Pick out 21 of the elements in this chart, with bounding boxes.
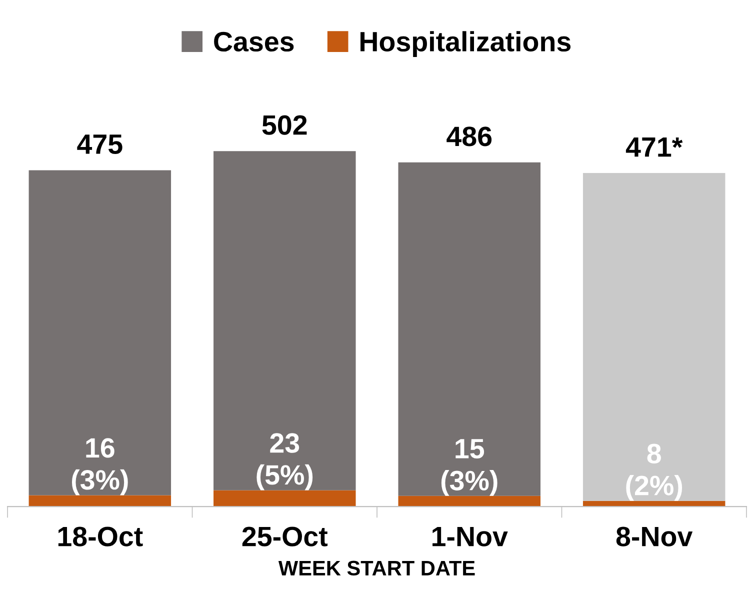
bar [398, 496, 540, 507]
bar [28, 495, 172, 507]
total-label: 475 [77, 134, 122, 154]
legend-label: Hospitalizations [360, 31, 571, 58]
total-label: 502 [262, 115, 307, 135]
x-axis-title: WEEK START DATE [278, 560, 475, 576]
x-tick-label: 25-Oct [242, 526, 328, 546]
data-label: 23 (5%) [256, 433, 313, 490]
bar [214, 151, 356, 490]
data-label: 15 (3%) [441, 439, 498, 496]
x-tick-label: 1-Nov [432, 527, 508, 546]
bar [214, 490, 356, 507]
bar [398, 162, 540, 496]
bar [28, 170, 172, 496]
x-tick-label: 18-Oct [58, 526, 143, 546]
total-label: 471* [626, 137, 683, 157]
data-label: 16 (3%) [72, 438, 128, 496]
bar [582, 173, 726, 501]
x-tick-label: 8-Nov [616, 526, 693, 546]
legend-label: Cases [214, 32, 294, 52]
total-label: 486 [446, 126, 492, 146]
